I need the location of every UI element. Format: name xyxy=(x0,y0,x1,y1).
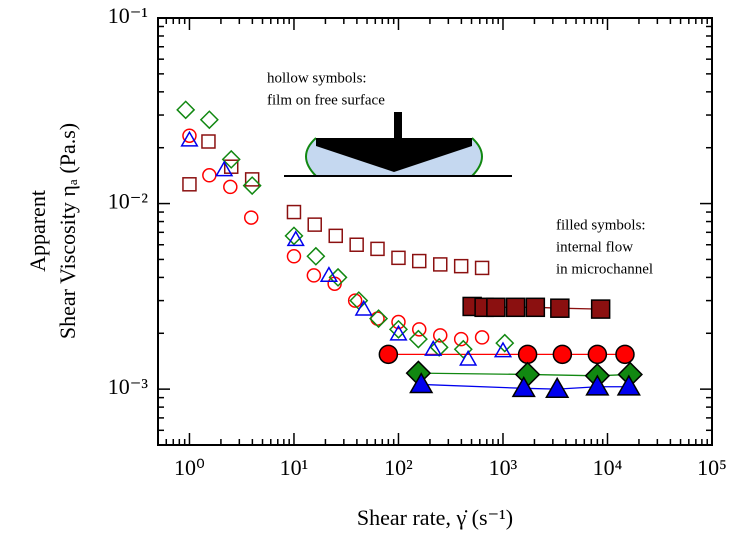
x-axis-label: Shear rate, γ̇ (s⁻¹) xyxy=(357,505,513,530)
marker xyxy=(590,299,611,319)
marker xyxy=(453,331,469,347)
marker xyxy=(369,309,389,329)
marker xyxy=(514,361,541,388)
marker xyxy=(552,344,573,365)
marker xyxy=(616,374,641,396)
marker xyxy=(550,298,570,318)
marker xyxy=(370,241,385,257)
marker xyxy=(545,376,570,398)
marker xyxy=(286,204,302,220)
marker xyxy=(354,299,373,316)
marker xyxy=(176,100,196,120)
marker xyxy=(215,160,234,177)
marker xyxy=(587,344,608,365)
marker xyxy=(242,176,262,196)
marker xyxy=(511,376,536,398)
y-tick-label: 10⁻¹ xyxy=(108,3,148,28)
marker xyxy=(391,250,406,266)
marker xyxy=(180,130,199,147)
marker xyxy=(199,110,219,130)
marker xyxy=(347,293,363,308)
y-tick-label: 10⁻² xyxy=(108,189,149,214)
y-axis-label: Shear Viscosity ηₐ (Pa.s) xyxy=(55,123,80,339)
marker xyxy=(474,260,490,276)
marker xyxy=(182,177,197,192)
marker xyxy=(349,237,364,252)
marker xyxy=(202,168,217,183)
marker xyxy=(378,344,399,365)
x-tick-label: 10⁴ xyxy=(593,455,623,480)
x-tick-label: 10⁵ xyxy=(697,455,727,480)
marker xyxy=(243,210,259,225)
marker xyxy=(517,344,538,365)
marker xyxy=(223,179,238,195)
marker xyxy=(432,257,448,272)
marker xyxy=(505,297,526,318)
marker xyxy=(306,246,326,266)
marker xyxy=(493,341,513,358)
marker xyxy=(307,217,322,232)
marker xyxy=(284,226,304,246)
x-tick-label: 10³ xyxy=(489,455,518,480)
marker xyxy=(408,329,428,349)
marker xyxy=(411,322,427,337)
marker xyxy=(391,314,406,330)
marker xyxy=(411,253,427,269)
marker xyxy=(389,324,408,341)
inset-schematic xyxy=(284,112,512,177)
marker xyxy=(286,249,302,264)
annotation: film on free surface xyxy=(267,92,385,108)
marker xyxy=(453,258,469,274)
annotation: hollow symbols: xyxy=(267,70,367,86)
y-tick-label: 10⁻³ xyxy=(108,374,149,399)
marker xyxy=(244,172,260,187)
plot-frame xyxy=(157,17,713,446)
annotation: in microchannel xyxy=(556,261,653,277)
marker xyxy=(432,328,448,343)
annotation: filled symbols: xyxy=(556,217,646,233)
marker xyxy=(585,374,610,396)
marker xyxy=(615,344,635,365)
marker xyxy=(388,319,408,339)
marker xyxy=(495,333,515,353)
marker xyxy=(328,228,343,244)
marker xyxy=(182,128,197,143)
marker xyxy=(453,339,473,359)
marker xyxy=(201,134,216,149)
annotation: internal flow xyxy=(556,239,633,255)
marker xyxy=(409,372,434,394)
x-tick-label: 10¹ xyxy=(280,455,309,480)
marker xyxy=(474,330,490,345)
marker xyxy=(286,230,305,247)
marker xyxy=(525,297,546,318)
marker xyxy=(424,339,443,356)
marker xyxy=(486,297,506,318)
marker xyxy=(459,349,478,366)
series-line xyxy=(418,372,631,377)
marker xyxy=(319,266,339,283)
y-axis-label: Apparent xyxy=(25,190,50,272)
marker xyxy=(306,268,322,283)
x-tick-label: 10⁰ xyxy=(174,455,205,480)
x-tick-label: 10² xyxy=(384,455,413,480)
marker xyxy=(221,149,241,169)
